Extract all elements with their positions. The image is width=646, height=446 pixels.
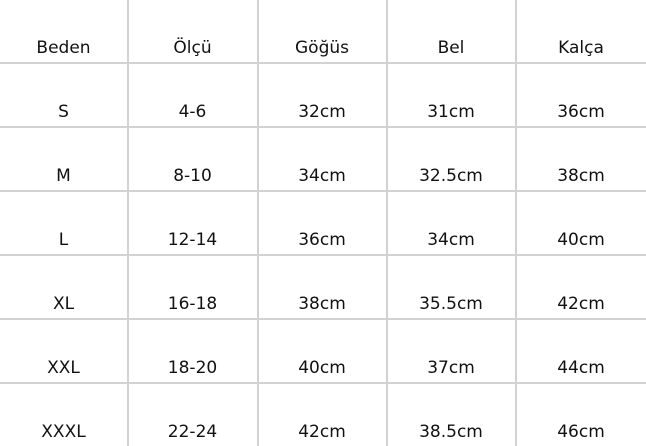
header-cell: Ölçü [173, 38, 212, 58]
table-cell: S [58, 102, 69, 122]
table-cell: 40cm [298, 358, 346, 378]
column-divider [257, 0, 259, 446]
row-divider [0, 318, 646, 320]
table-cell: 35.5cm [419, 294, 483, 314]
table-cell: M [56, 166, 71, 186]
table-cell: 18-20 [167, 358, 218, 378]
header-cell: Bel [437, 38, 465, 58]
column-divider [515, 0, 517, 446]
row-divider [0, 254, 646, 256]
table-cell: 38.5cm [419, 422, 483, 442]
row-divider [0, 190, 646, 192]
table-cell: 36cm [557, 102, 605, 122]
table-cell: 46cm [557, 422, 605, 442]
table-cell: 38cm [298, 294, 346, 314]
table-cell: 38cm [557, 166, 605, 186]
table-cell: 31cm [427, 102, 475, 122]
row-divider [0, 62, 646, 64]
table-cell: 32cm [298, 102, 346, 122]
header-cell: Kalça [558, 38, 604, 58]
header-cell: Göğüs [295, 38, 349, 58]
table-cell: 36cm [298, 230, 346, 250]
table-cell: 37cm [427, 358, 475, 378]
table-cell: 44cm [557, 358, 605, 378]
table-cell: L [58, 230, 69, 250]
column-divider [127, 0, 129, 446]
table-cell: 12-14 [167, 230, 218, 250]
row-divider [0, 382, 646, 384]
table-cell: 32.5cm [419, 166, 483, 186]
row-divider [0, 126, 646, 128]
table-cell: 34cm [298, 166, 346, 186]
table-cell: 34cm [427, 230, 475, 250]
table-cell: XL [52, 294, 75, 314]
table-cell: 16-18 [167, 294, 218, 314]
table-cell: 40cm [557, 230, 605, 250]
table-cell: 8-10 [173, 166, 212, 186]
table-cell: 22-24 [167, 422, 218, 442]
table-cell: 42cm [557, 294, 605, 314]
table-cell: XXL [47, 358, 80, 378]
table-cell: 42cm [298, 422, 346, 442]
table-cell: XXXL [41, 422, 86, 442]
column-divider [386, 0, 388, 446]
header-cell: Beden [36, 38, 91, 58]
table-cell: 4-6 [178, 102, 207, 122]
